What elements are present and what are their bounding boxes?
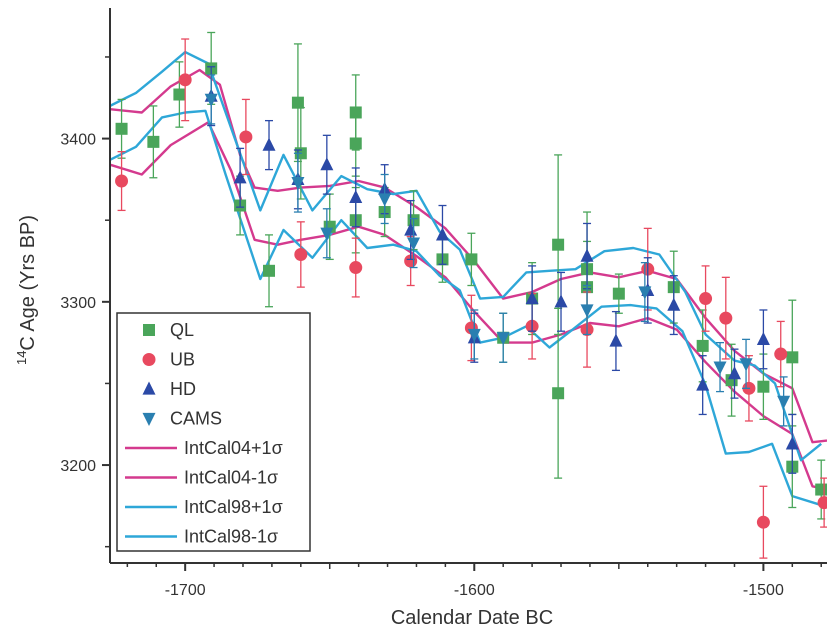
data-point-triangle-up <box>525 291 539 305</box>
legend-label: UB <box>170 350 195 370</box>
data-point-triangle-down <box>467 328 481 342</box>
legend-label: IntCal98+1σ <box>184 497 283 517</box>
data-point-circle <box>817 496 827 510</box>
x-tick-label: -1700 <box>165 582 206 599</box>
legend-label: IntCal98-1σ <box>184 527 278 547</box>
series-line <box>110 68 827 444</box>
data-point-triangle-down <box>638 286 652 300</box>
data-point-circle <box>774 347 788 361</box>
data-point-triangle-up <box>262 137 276 151</box>
data-point-triangle-up <box>727 366 741 380</box>
data-point-square <box>786 351 799 364</box>
data-point-triangle-up <box>580 248 594 262</box>
data-point-triangle-down <box>204 93 218 107</box>
axes: 14C Age (Yrs BP) Calendar Date BC <box>14 8 827 629</box>
data-point-circle <box>349 261 363 275</box>
legend-label: CAMS <box>170 409 222 429</box>
data-point-circle <box>178 73 192 87</box>
y-axis-title: 14C Age (Yrs BP) <box>14 215 39 365</box>
data-point-triangle-up <box>667 297 681 311</box>
data-point-triangle-up <box>320 157 334 171</box>
data-point-square <box>696 339 709 352</box>
y-tick-label: 3400 <box>60 132 96 149</box>
data-point-square <box>173 88 186 101</box>
legend-label: IntCal04+1σ <box>184 438 283 458</box>
data-point-triangle-down <box>713 361 727 375</box>
legend-entry: HD <box>142 379 196 399</box>
x-axis-title: Calendar Date BC <box>391 607 553 629</box>
legend-entry: IntCal98-1σ <box>125 527 278 547</box>
data-point-circle <box>115 174 129 188</box>
data-point-square <box>263 264 276 277</box>
data-point-triangle-down <box>291 177 305 191</box>
data-point-square <box>552 238 565 251</box>
data-point-triangle-down <box>777 395 791 409</box>
data-point-triangle-up <box>142 381 156 395</box>
legend-label: QL <box>170 320 194 340</box>
data-point-square <box>115 122 128 135</box>
legend-entry: IntCal04+1σ <box>125 438 283 458</box>
data-point-circle <box>699 292 713 306</box>
legend-entry: QL <box>143 320 194 340</box>
legend: QL UB HD CAMS IntCal04+1σ IntCal04-1σ IntCal98… <box>116 312 311 552</box>
data-point-triangle-up <box>554 294 568 308</box>
y-axis-title-superscript: 14 <box>14 351 29 365</box>
data-point-circle <box>756 515 770 529</box>
legend-entry: IntCal04-1σ <box>125 468 278 488</box>
data-point-square <box>465 253 478 266</box>
data-point-triangle-down <box>739 358 753 372</box>
data-point-circle <box>719 311 733 325</box>
legend-entry: UB <box>142 350 195 370</box>
data-point-triangle-down <box>407 237 421 251</box>
data-point-triangle-up <box>696 377 710 391</box>
legend-label: IntCal04-1σ <box>184 468 278 488</box>
data-point-triangle-up <box>609 333 623 347</box>
legend-box <box>116 312 311 552</box>
data-point-triangle-down <box>378 193 392 207</box>
series-line <box>110 50 822 462</box>
data-point-circle <box>142 353 156 366</box>
data-point-triangle-up <box>785 436 799 450</box>
data-point-square <box>291 96 304 109</box>
x-tick-label: -1500 <box>743 582 784 599</box>
data-point-square <box>757 380 770 393</box>
data-point-triangle-up <box>349 189 363 203</box>
data-point-triangle-down <box>320 227 334 241</box>
data-point-square <box>612 287 625 300</box>
legend-entry: CAMS <box>142 409 222 429</box>
ticks: -1700 -1600 -1500 3200 3300 3400 <box>60 56 822 599</box>
data-point-triangle-up <box>233 170 247 184</box>
x-tick-label: -1600 <box>454 582 495 599</box>
data-point-triangle-down <box>580 304 594 318</box>
data-point-circle <box>294 247 308 261</box>
data-point-triangle-up <box>756 331 770 345</box>
y-tick-label: 3300 <box>60 295 96 312</box>
data-point-square <box>147 135 160 148</box>
data-point-square <box>552 387 565 400</box>
data-point-square <box>143 324 155 336</box>
data-point-circle <box>239 130 253 144</box>
data-point-square <box>815 483 827 496</box>
legend-entry: IntCal98+1σ <box>125 497 283 517</box>
legend-label: HD <box>170 379 196 399</box>
data-point-triangle-down <box>142 412 156 426</box>
y-axis-title-main: C Age (Yrs BP) <box>17 215 39 351</box>
data-point-square <box>349 137 362 150</box>
data-point-triangle-down <box>496 332 510 346</box>
y-tick-label: 3200 <box>60 458 96 475</box>
data-point-triangle-up <box>435 227 449 241</box>
